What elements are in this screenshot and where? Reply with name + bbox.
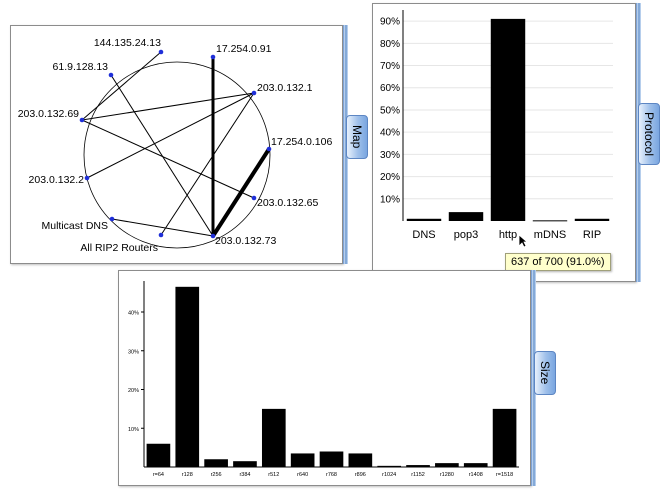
x-tick-label: r1152 [411, 472, 425, 478]
x-tick-label: r768 [326, 472, 337, 478]
y-tick-label: 10% [128, 427, 139, 433]
map-node-label: Multicast DNS [41, 220, 108, 232]
map-node-label: All RIP2 Routers [80, 242, 158, 254]
x-tick-label: mDNS [534, 229, 566, 241]
map-nodes: 144.135.24.13 17.254.0.91 61.9.128.13 203.0… [18, 37, 333, 254]
protocol-chart: 90% 80% 70% 60% 50% 40% 30% 20% 10% DNS pop3 http mD… [380, 10, 613, 241]
size-bar[interactable] [406, 465, 430, 467]
size-bar[interactable] [435, 463, 459, 467]
map-edge [81, 92, 255, 121]
size-panel-edge[interactable] [531, 270, 536, 486]
map-node-label: 203.0.132.73 [215, 235, 276, 247]
y-tick-label: 60% [380, 83, 400, 94]
x-tick-label: r=64 [153, 472, 164, 478]
y-tick-label: 20% [380, 172, 400, 183]
x-tick-label: r=1518 [496, 472, 513, 478]
map-edge [81, 51, 162, 121]
bar-http[interactable] [490, 18, 526, 221]
y-tick-label: 30% [380, 150, 400, 161]
bar-rip[interactable] [574, 218, 610, 221]
size-bar[interactable] [175, 286, 200, 467]
map-node[interactable]: 203.0.132.69 [18, 108, 85, 123]
map-node[interactable]: 203.0.132.1 [251, 82, 313, 96]
map-panel: 144.135.24.13 17.254.0.91 61.9.128.13 203.0… [10, 25, 343, 264]
map-node[interactable]: Multicast DNS [41, 216, 115, 232]
bar-dns[interactable] [406, 218, 442, 221]
map-node-label: 17.254.0.106 [271, 136, 332, 148]
protocol-panel: 90% 80% 70% 60% 50% 40% 30% 20% 10% DNS pop3 http mD… [372, 3, 636, 282]
tab-protocol-label: Protocol [642, 111, 656, 157]
map-node[interactable]: 203.0.132.73 [210, 233, 277, 247]
size-bar[interactable] [463, 463, 488, 467]
map-node-label: 203.0.132.1 [257, 82, 313, 94]
map-panel-edge[interactable] [343, 25, 348, 264]
size-bar[interactable] [290, 453, 315, 467]
x-tick-label: r128 [182, 472, 193, 478]
bar-mdns[interactable] [532, 220, 568, 222]
map-edge [110, 74, 214, 237]
network-map: 144.135.24.13 17.254.0.91 61.9.128.13 203.0… [18, 37, 333, 254]
map-edges [81, 51, 271, 238]
x-tick-label: r512 [268, 472, 279, 478]
x-tick-label: r640 [297, 472, 308, 478]
map-node-label: 203.0.132.2 [29, 174, 85, 186]
y-tick-label: 80% [380, 39, 400, 50]
size-bar[interactable] [492, 408, 517, 467]
x-tick-label: r1408 [469, 472, 483, 478]
y-tick-label: 70% [380, 61, 400, 72]
y-tick-label: 10% [380, 194, 400, 205]
x-tick-label: RIP [583, 229, 601, 241]
x-tick-label: r896 [355, 472, 366, 478]
map-node-label: 17.254.0.91 [216, 43, 272, 55]
y-tick-label: 90% [380, 17, 400, 28]
map-node-label: 144.135.24.13 [94, 37, 161, 49]
x-tick-label: r1280 [440, 472, 454, 478]
tab-protocol[interactable]: Protocol [638, 103, 660, 165]
map-node[interactable]: 203.0.132.2 [29, 174, 90, 186]
x-tick-label: DNS [412, 229, 435, 241]
tab-map[interactable]: Map [346, 115, 368, 159]
x-tick-label: http [499, 229, 517, 241]
y-tick-label: 40% [128, 311, 139, 317]
map-node-label: 61.9.128.13 [53, 61, 109, 73]
y-tick-label: 20% [128, 388, 139, 394]
bar-pop3[interactable] [448, 212, 484, 221]
size-bar[interactable] [319, 451, 344, 468]
size-panel: 40% 30% 20% 10% r=64 r128 r256 r384 r512 r640 r768… [118, 270, 531, 486]
size-bar[interactable] [261, 408, 286, 467]
map-edge [86, 92, 255, 179]
y-tick-label: 40% [380, 128, 400, 139]
map-ring [83, 61, 271, 249]
tab-size-label: Size [538, 361, 552, 385]
size-bar[interactable] [146, 443, 171, 467]
map-edge [160, 92, 255, 236]
tab-map-label: Map [350, 125, 364, 149]
y-tick-label: 50% [380, 105, 400, 116]
map-node[interactable]: 61.9.128.13 [53, 61, 114, 78]
map-edge [111, 218, 214, 237]
map-edge [211, 147, 271, 238]
x-tick-label: r256 [211, 472, 222, 478]
size-bar[interactable] [233, 461, 257, 467]
map-node[interactable]: All RIP2 Routers [80, 232, 164, 254]
size-bar[interactable] [348, 453, 373, 467]
size-chart: 40% 30% 20% 10% r=64 r128 r256 r384 r512 r640 r768… [128, 281, 519, 478]
x-tick-label: pop3 [454, 229, 478, 241]
x-tick-label: r384 [239, 472, 250, 478]
map-node-label: 203.0.132.65 [257, 197, 318, 209]
map-node[interactable]: 17.254.0.106 [266, 136, 333, 152]
tab-size[interactable]: Size [534, 351, 556, 395]
map-edge [81, 119, 255, 199]
map-node[interactable]: 144.135.24.13 [94, 37, 164, 55]
cursor-arrow-icon [518, 234, 528, 248]
bar-tooltip: 637 of 700 (91.0%) [505, 253, 611, 271]
y-tick-label: 30% [128, 349, 139, 355]
size-bar[interactable] [377, 465, 402, 467]
size-bar[interactable] [204, 459, 228, 467]
map-node[interactable]: 17.254.0.91 [210, 43, 272, 60]
x-tick-label: r1024 [382, 472, 396, 478]
map-node-label: 203.0.132.69 [18, 108, 79, 120]
map-node[interactable]: 203.0.132.65 [251, 195, 319, 209]
